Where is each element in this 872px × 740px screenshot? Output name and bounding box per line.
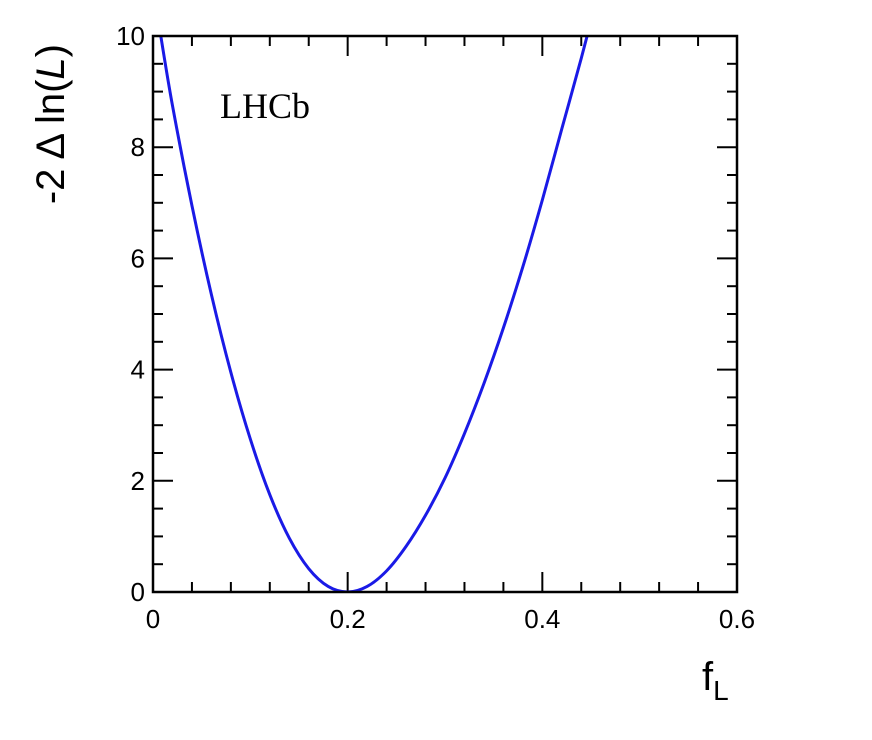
y-tick-label: 6 [131, 243, 145, 273]
y-tick-label: 2 [131, 466, 145, 496]
x-axis-title-subscript: L [713, 675, 729, 706]
y-tick-label: 4 [131, 355, 145, 385]
x-axis-title: fL [702, 655, 729, 706]
tick-labels: 0 0.2 0.4 0.6 0 2 4 6 8 10 [116, 21, 755, 634]
y-tick-label: 10 [116, 21, 145, 51]
x-tick-label: 0.2 [330, 604, 366, 634]
y-tick-label: 8 [131, 132, 145, 162]
x-axis-title-main: f [702, 655, 714, 699]
plot-frame [151, 34, 739, 594]
x-tick-label: 0 [146, 604, 160, 634]
y-axis-title-italic: L [29, 57, 73, 79]
experiment-label: LHCb [220, 86, 310, 126]
y-axis-title: -2 Δ ln(L) [29, 44, 73, 204]
y-axis-title-prefix: -2 Δ ln( [29, 79, 73, 204]
plot-area [159, 36, 589, 592]
y-axis-title-suffix: ) [29, 44, 73, 57]
y-tick-label: 0 [131, 577, 145, 607]
x-tick-label: 0.6 [719, 604, 755, 634]
x-tick-label: 0.4 [524, 604, 560, 634]
likelihood-curve-0 [159, 36, 589, 592]
